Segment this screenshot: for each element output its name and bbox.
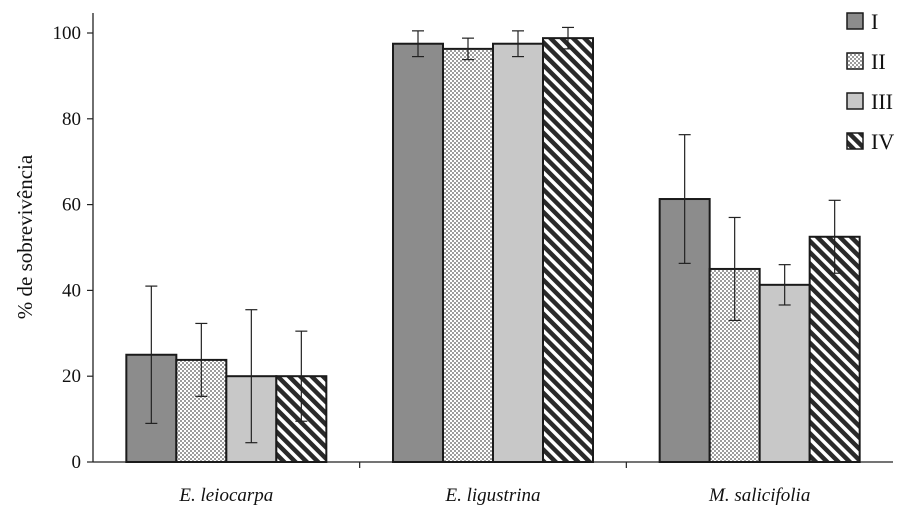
- bar: [442, 47, 494, 464]
- legend-label: IV: [871, 129, 894, 154]
- bar: [808, 235, 861, 463]
- y-axis-label: % de sobrevivência: [13, 154, 37, 319]
- legend-label: II: [871, 49, 886, 74]
- bar: [542, 37, 594, 463]
- y-tick-label: 40: [62, 280, 81, 301]
- y-tick-label: 60: [62, 195, 81, 216]
- legend-label: I: [871, 9, 878, 34]
- legend-swatch: [846, 92, 864, 110]
- bar: [392, 42, 444, 463]
- y-tick-label: 20: [62, 366, 81, 387]
- category-label: M. salicifolia: [708, 485, 810, 506]
- category-labels: E. leiocarpa E. ligustrina M. salicifolia: [178, 485, 810, 506]
- category-label: E. leiocarpa: [178, 485, 273, 506]
- bar: [758, 283, 811, 463]
- y-tick-label: 80: [62, 109, 81, 130]
- legend-swatch: [846, 12, 864, 30]
- legend-label: III: [871, 89, 893, 114]
- y-ticks: 0 20 40 60 80 100: [53, 23, 93, 473]
- bar: [492, 42, 544, 463]
- y-tick-label: 0: [72, 452, 82, 473]
- y-tick-label: 100: [53, 23, 82, 44]
- error-bars: [145, 26, 841, 444]
- legend-swatch: [846, 52, 864, 70]
- bars: [125, 37, 861, 464]
- legend-swatch: [846, 132, 864, 150]
- category-label: E. ligustrina: [444, 485, 540, 506]
